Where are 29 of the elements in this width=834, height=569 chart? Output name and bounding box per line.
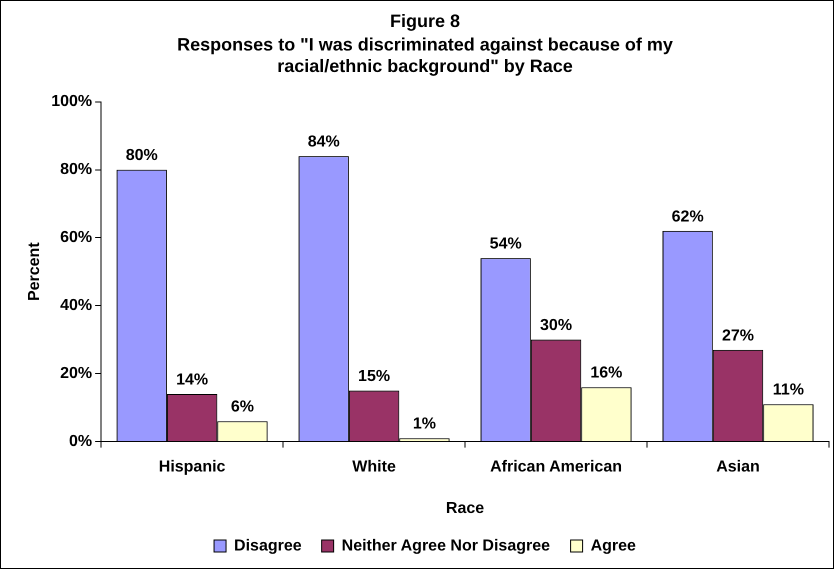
legend-label: Neither Agree Nor Disagree [342, 537, 550, 554]
data-label: 1% [412, 416, 436, 433]
x-axis-title: Race [446, 500, 484, 517]
y-tick-label: 60% [60, 229, 92, 246]
x-tick-label: African American [490, 458, 622, 476]
legend-label: Disagree [234, 537, 302, 554]
y-tick-label: 40% [60, 297, 92, 314]
data-label: 11% [772, 382, 804, 399]
data-label: 15% [358, 368, 390, 386]
y-tick-label: 80% [60, 161, 92, 178]
x-tick-label: Hispanic [158, 458, 226, 476]
x-tick-label: Asian [716, 458, 760, 476]
chart-title: Figure 8 [390, 10, 460, 31]
x-tick-label: White [352, 458, 396, 476]
legend-label: Agree [590, 537, 636, 554]
data-label: 6% [230, 398, 254, 416]
y-tick-label: 20% [60, 365, 92, 382]
data-label: 54% [490, 236, 522, 253]
chart-subtitle: Responses to "I was discriminated against because of my racial/ethnic background" by Race [177, 34, 673, 76]
data-label: 80% [126, 147, 158, 164]
y-axis-title: Percent [26, 242, 44, 302]
data-label: 14% [176, 371, 208, 388]
data-label: 30% [540, 317, 572, 334]
data-label: 62% [672, 208, 704, 226]
data-label: 16% [590, 364, 622, 382]
data-label: 27% [722, 327, 754, 344]
y-tick-label: 100% [51, 93, 92, 110]
y-tick-label: 0% [68, 433, 92, 450]
data-label: 84% [308, 134, 340, 151]
